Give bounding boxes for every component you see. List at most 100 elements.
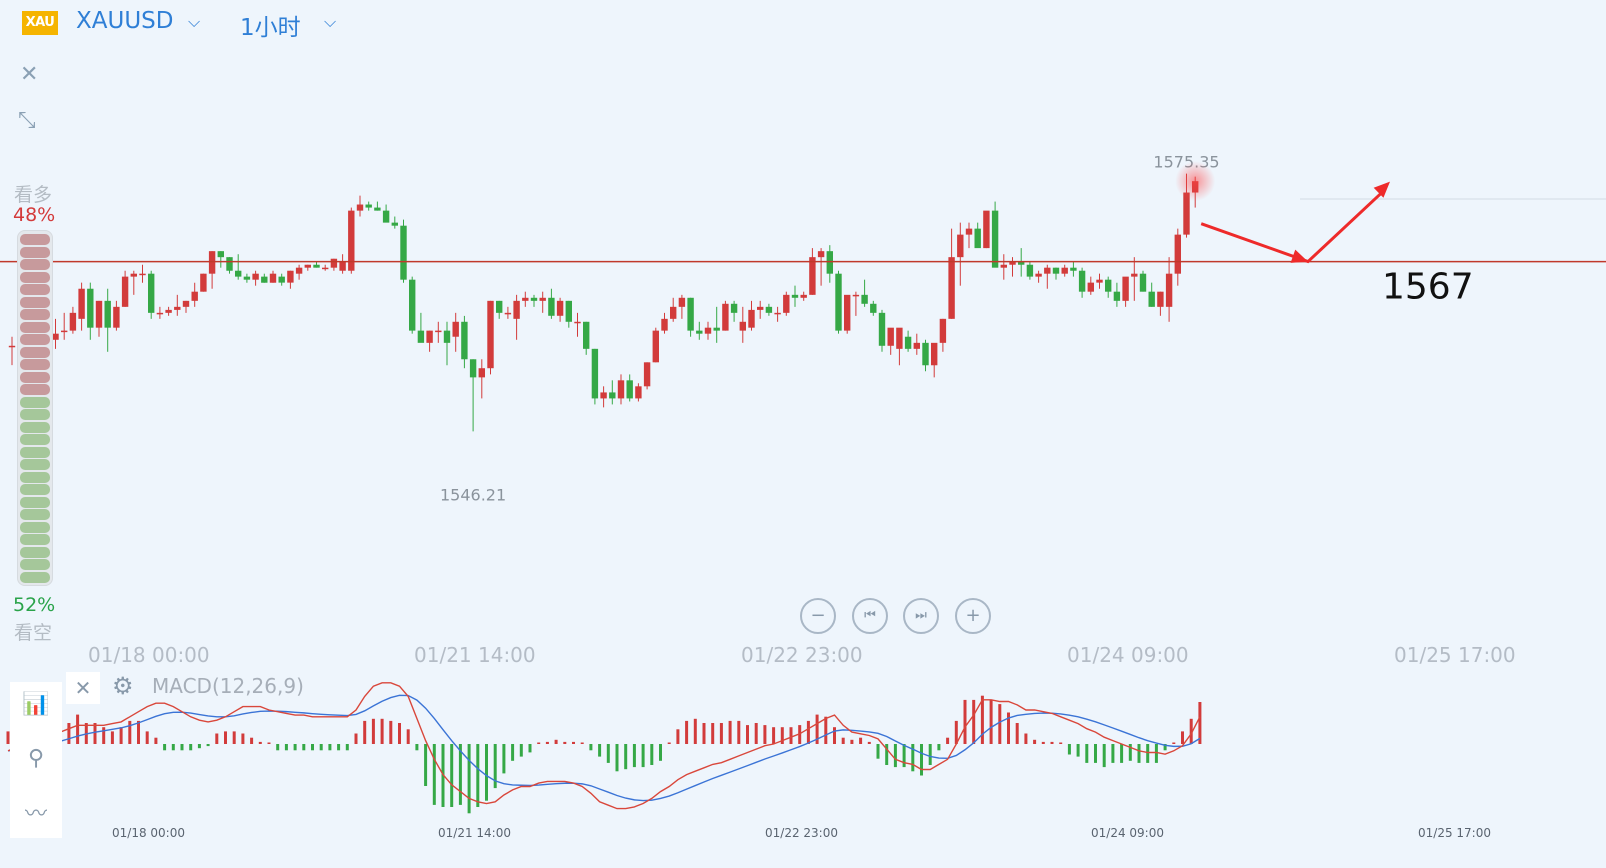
candle-body bbox=[617, 380, 625, 399]
candle bbox=[87, 282, 94, 340]
macd-histogram-bar bbox=[189, 744, 193, 751]
chevron-down-icon[interactable]: ⌵ bbox=[324, 12, 337, 31]
bull-segment bbox=[20, 334, 50, 345]
candle-body bbox=[504, 312, 512, 315]
gear-icon[interactable]: ⚙ bbox=[112, 672, 134, 700]
macd-histogram-bar bbox=[371, 718, 375, 744]
candle bbox=[1174, 228, 1181, 286]
macd-histogram-bar bbox=[1163, 744, 1167, 751]
candle bbox=[435, 321, 442, 343]
candle-body bbox=[8, 345, 16, 348]
macd-histogram-bar bbox=[1007, 712, 1010, 744]
candle bbox=[243, 273, 251, 283]
close-icon[interactable]: ✕ bbox=[20, 62, 39, 87]
candle bbox=[287, 270, 294, 289]
interval-selector[interactable]: 1小时 bbox=[240, 15, 301, 41]
bearish-label: 看空 bbox=[14, 622, 53, 644]
candle-body bbox=[400, 225, 407, 280]
drawing-compass-icon[interactable]: ⚲ bbox=[27, 746, 45, 771]
scroll-forward-button[interactable]: ⏭ bbox=[903, 598, 939, 634]
macd-histogram-bar bbox=[928, 744, 932, 765]
macd-histogram-bar bbox=[76, 714, 80, 744]
macd-histogram-bar bbox=[1120, 744, 1124, 763]
candle-body bbox=[939, 318, 947, 343]
close-icon[interactable]: ✕ bbox=[66, 672, 100, 704]
macd-x-tick-label: 01/25 17:00 bbox=[1418, 826, 1491, 840]
candle bbox=[261, 273, 268, 283]
candle bbox=[469, 359, 477, 432]
macd-histogram-bar bbox=[250, 737, 254, 744]
macd-histogram-bar bbox=[110, 731, 114, 744]
candle bbox=[591, 348, 599, 405]
candle-body bbox=[235, 270, 242, 277]
symbol-selector[interactable]: XAUUSD bbox=[76, 8, 174, 34]
zoom-in-button[interactable]: + bbox=[955, 598, 991, 634]
candle-body bbox=[1087, 282, 1094, 292]
candle-body bbox=[287, 270, 294, 283]
macd-histogram-bar bbox=[302, 744, 306, 751]
candle bbox=[556, 297, 564, 322]
waveform-icon[interactable]: 〰 bbox=[24, 802, 47, 827]
collapse-icon[interactable]: ⤡ bbox=[18, 108, 36, 133]
candle-body bbox=[339, 261, 346, 271]
candle-body bbox=[278, 276, 285, 283]
candle bbox=[1087, 276, 1094, 295]
candle-body bbox=[704, 327, 712, 334]
macd-histogram-bar bbox=[641, 744, 645, 768]
candle-body bbox=[130, 273, 137, 277]
candle-body bbox=[435, 330, 442, 333]
candle-body bbox=[417, 330, 425, 343]
candle bbox=[652, 327, 659, 363]
symbol-logo: XAU bbox=[22, 11, 58, 35]
bear-segment bbox=[20, 396, 50, 408]
macd-histogram-bar bbox=[763, 725, 767, 744]
macd-histogram-bar bbox=[572, 741, 575, 744]
candle-body bbox=[313, 264, 320, 268]
candle-body bbox=[965, 228, 973, 235]
macd-histogram-bar bbox=[502, 744, 506, 774]
candle-body bbox=[670, 306, 677, 319]
candle-body bbox=[1157, 291, 1164, 307]
zoom-out-button[interactable]: − bbox=[800, 598, 836, 634]
candle-body bbox=[1009, 261, 1016, 265]
macd-histogram-bar bbox=[841, 737, 845, 744]
macd-histogram-bar bbox=[137, 720, 140, 744]
macd-histogram-bar bbox=[163, 744, 167, 751]
candle bbox=[983, 210, 990, 249]
candle bbox=[252, 270, 259, 286]
scroll-back-button[interactable]: ⏮ bbox=[852, 598, 888, 634]
macd-histogram-bar bbox=[780, 727, 784, 744]
candle-body bbox=[844, 294, 851, 331]
candle bbox=[1105, 276, 1112, 298]
bear-segment bbox=[20, 559, 50, 570]
candle-body bbox=[208, 251, 216, 274]
candle bbox=[182, 300, 190, 313]
candle bbox=[722, 300, 729, 331]
macd-histogram-bar bbox=[1041, 741, 1045, 744]
macd-histogram-bar bbox=[180, 744, 184, 751]
bull-segment bbox=[20, 246, 50, 258]
macd-histogram-bar bbox=[1181, 731, 1184, 744]
indicator-icon[interactable]: 📊 bbox=[22, 692, 50, 717]
candle-body bbox=[713, 327, 720, 331]
candle-body bbox=[696, 330, 703, 334]
macd-histogram-bar bbox=[702, 723, 706, 744]
candle bbox=[1078, 267, 1086, 298]
bull-segment bbox=[20, 284, 50, 295]
candle-body bbox=[182, 300, 190, 307]
candle-body bbox=[913, 342, 920, 349]
candle bbox=[913, 333, 920, 355]
chevron-down-icon[interactable]: ⌵ bbox=[188, 12, 201, 31]
macd-title: MACD(12,26,9) bbox=[152, 674, 304, 698]
macd-histogram-bar bbox=[998, 704, 1002, 744]
last-price-glow bbox=[1175, 161, 1216, 202]
candle bbox=[748, 300, 755, 331]
macd-histogram-bar bbox=[128, 720, 132, 744]
candle bbox=[313, 261, 320, 268]
candle bbox=[687, 297, 694, 337]
x-tick-label: 01/25 17:00 bbox=[1394, 643, 1516, 667]
candle bbox=[896, 327, 903, 366]
candle-body bbox=[739, 321, 746, 331]
macd-histogram-bar bbox=[632, 744, 636, 768]
